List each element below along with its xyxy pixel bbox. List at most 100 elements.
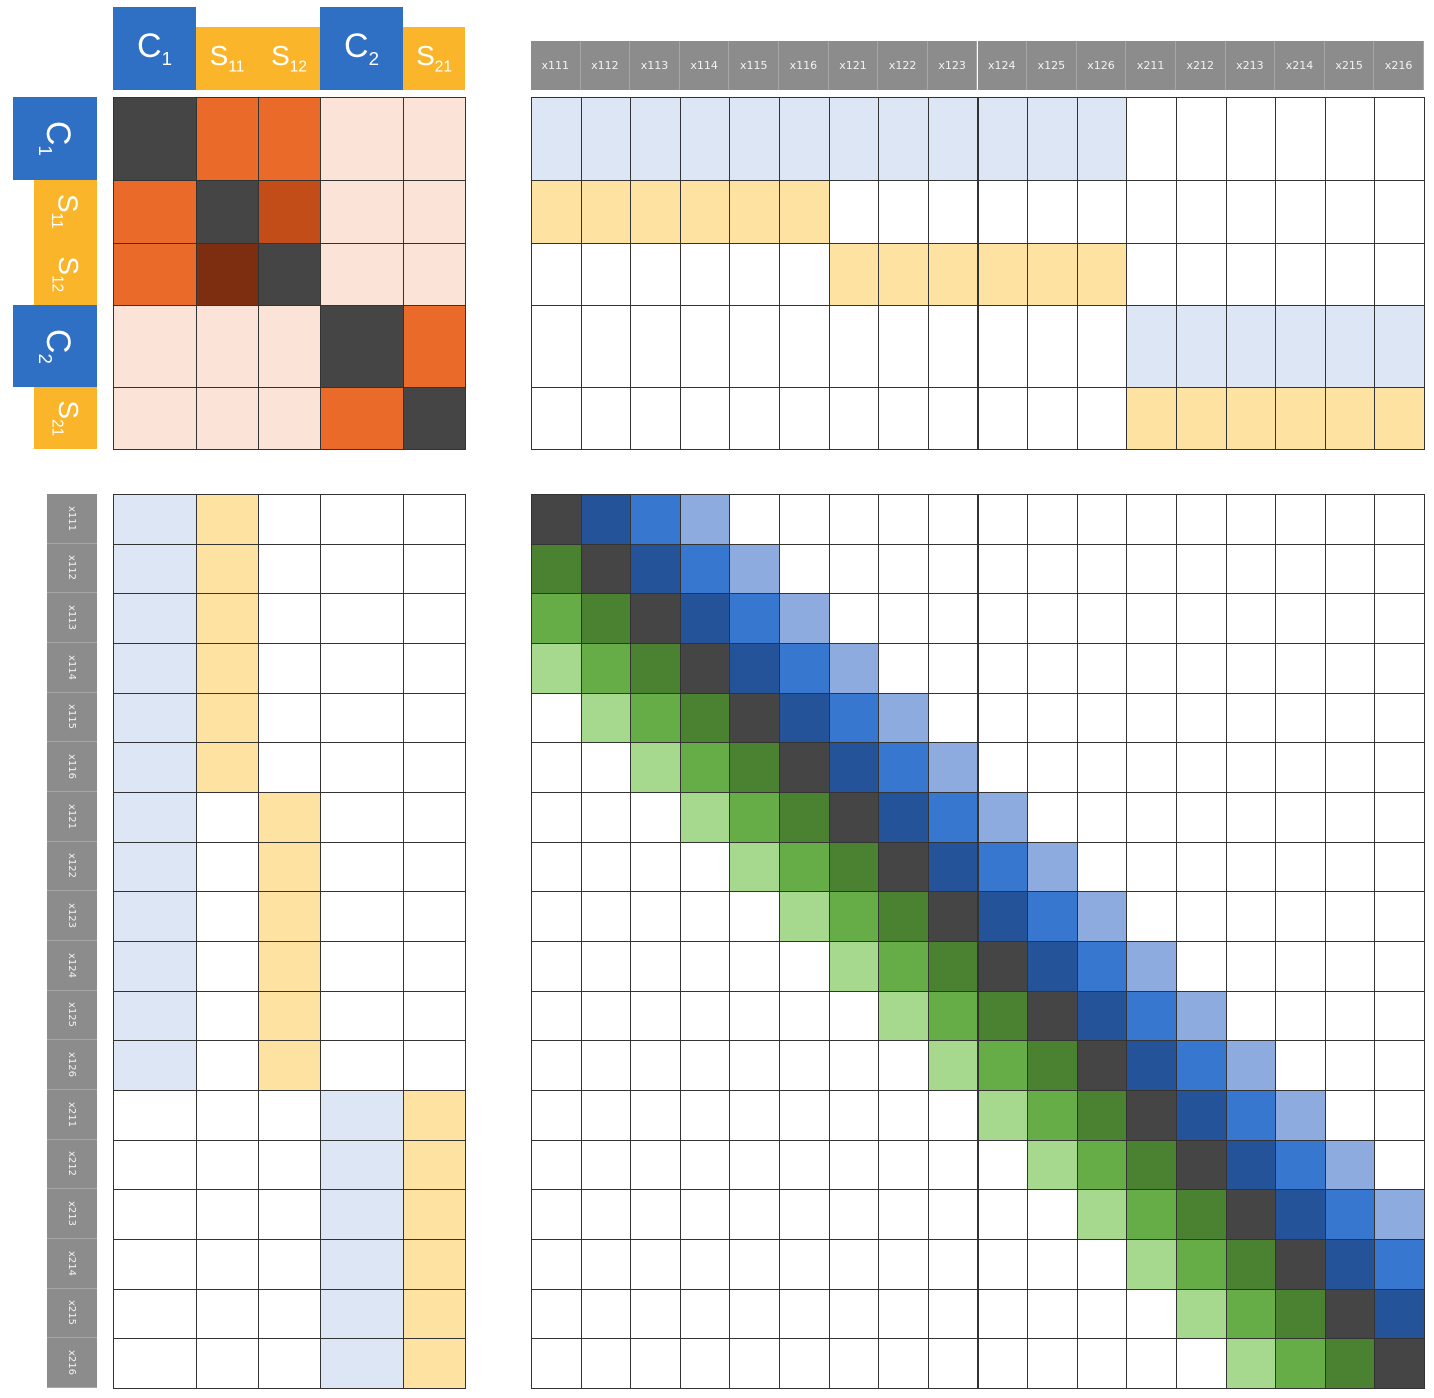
variable-matrix-cell	[729, 643, 781, 694]
variable-matrix-cell	[1076, 742, 1128, 793]
membership-cell	[320, 1189, 404, 1240]
variable-matrix-cell	[679, 1239, 731, 1290]
variable-matrix-cell	[1027, 593, 1078, 644]
variable-label-text: x121	[66, 803, 78, 829]
membership-cell	[320, 692, 404, 744]
variable-matrix-cell	[1275, 841, 1326, 893]
variable-matrix-cell	[580, 891, 632, 942]
variable-matrix-cell	[1175, 593, 1227, 644]
variable-matrix-cell	[1175, 494, 1227, 545]
variable-matrix-cell	[977, 891, 1029, 942]
membership-cell	[828, 387, 880, 450]
membership-cell	[878, 305, 929, 388]
variable-matrix-cell	[1374, 593, 1425, 644]
variable-label-col: x214	[1275, 41, 1325, 90]
membership-cell	[403, 1139, 466, 1191]
variable-matrix-cell	[531, 941, 582, 992]
variable-matrix-cell	[1126, 1040, 1177, 1091]
variable-label-text: x122	[66, 853, 78, 879]
variable-matrix-cell	[531, 543, 582, 595]
variable-matrix-cell	[1324, 1189, 1376, 1240]
variable-matrix-cell	[1275, 742, 1326, 793]
variable-matrix-cell	[580, 742, 632, 793]
variable-matrix-cell	[927, 792, 979, 843]
membership-cell	[1374, 97, 1425, 181]
variable-matrix-cell	[1324, 543, 1376, 595]
membership-cell	[196, 1040, 259, 1091]
membership-cell	[113, 1288, 197, 1340]
variable-matrix-cell	[927, 494, 979, 545]
membership-cell	[403, 643, 466, 694]
variable-matrix-cell	[1324, 891, 1376, 942]
variable-matrix-cell	[1225, 792, 1277, 843]
variable-matrix-cell	[531, 1189, 582, 1240]
membership-cell	[1027, 180, 1078, 244]
membership-cell	[679, 243, 731, 306]
group-header-s11-col: S11	[196, 27, 258, 90]
variable-matrix-cell	[1175, 1040, 1227, 1091]
variable-matrix-cell	[1374, 1189, 1425, 1240]
membership-cell	[1324, 305, 1376, 388]
membership-cell	[729, 243, 781, 306]
variable-matrix-cell	[1126, 1139, 1177, 1191]
variable-matrix-cell	[1374, 792, 1425, 843]
variable-matrix-cell	[679, 792, 731, 843]
variable-matrix-cell	[1225, 1239, 1277, 1290]
variable-matrix-cell	[1175, 841, 1227, 893]
membership-cell	[113, 1338, 197, 1389]
group-header-letter: S	[52, 194, 84, 213]
variable-label-text: x113	[66, 605, 78, 631]
group-matrix-cell	[258, 97, 321, 181]
membership-cell	[403, 1189, 466, 1240]
variable-matrix-cell	[1275, 1040, 1326, 1091]
variable-matrix-cell	[1175, 1239, 1227, 1290]
variable-matrix-cell	[1275, 1239, 1326, 1290]
variable-matrix-cell	[630, 990, 681, 1042]
variable-matrix-cell	[1126, 692, 1177, 744]
variable-matrix-cell	[878, 891, 929, 942]
variable-label-row: x214	[47, 1239, 97, 1289]
variable-matrix-cell	[580, 1239, 632, 1290]
variable-label-text: x213	[66, 1201, 78, 1227]
membership-cell	[927, 180, 979, 244]
group-matrix-cell	[403, 180, 466, 244]
membership-cell	[196, 792, 259, 843]
membership-cell	[196, 543, 259, 595]
variable-matrix-cell	[1126, 1338, 1177, 1389]
variable-matrix-cell	[1374, 1338, 1425, 1389]
variable-matrix-cell	[828, 841, 880, 893]
membership-cell	[531, 180, 582, 244]
variable-matrix-cell	[630, 692, 681, 744]
membership-cell	[113, 543, 197, 595]
variable-label-col: x121	[828, 41, 879, 90]
membership-cell	[1374, 243, 1425, 306]
membership-cell	[1126, 243, 1177, 306]
variable-matrix-cell	[679, 1189, 731, 1240]
variable-matrix-cell	[630, 1090, 681, 1141]
group-header-subscript: 1	[34, 145, 56, 156]
membership-cell	[531, 387, 582, 450]
membership-cell	[320, 841, 404, 893]
membership-cell	[403, 990, 466, 1042]
variable-matrix-cell	[630, 891, 681, 942]
variable-matrix-cell	[1027, 543, 1078, 595]
variable-label-row: x216	[47, 1338, 97, 1388]
variable-matrix-cell	[1076, 990, 1128, 1042]
membership-cell	[403, 1239, 466, 1290]
membership-cell	[779, 387, 830, 450]
membership-cell	[258, 643, 321, 694]
membership-cell	[1324, 387, 1376, 450]
membership-cell	[828, 243, 880, 306]
membership-cell	[927, 97, 979, 181]
variable-matrix-cell	[1275, 1090, 1326, 1141]
variable-matrix-cell	[531, 692, 582, 744]
variable-matrix-cell	[729, 1239, 781, 1290]
membership-cell	[320, 643, 404, 694]
variable-matrix-cell	[1324, 1239, 1376, 1290]
group-header-c1-col: C1	[113, 7, 196, 90]
membership-cell	[1126, 387, 1177, 450]
group-matrix-cell	[196, 305, 259, 388]
membership-cell	[403, 742, 466, 793]
variable-matrix-cell	[828, 891, 880, 942]
group-matrix-cell	[113, 387, 197, 450]
